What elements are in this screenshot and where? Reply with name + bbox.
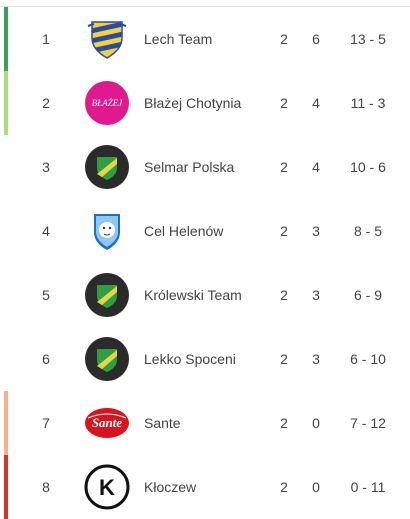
points-cell: 6 <box>312 31 320 47</box>
green-yellow-shield-icon <box>84 144 130 190</box>
points-cell: 3 <box>312 223 320 239</box>
team-name[interactable]: Kłoczew <box>144 479 197 495</box>
team-name[interactable]: Cel Helenów <box>144 223 224 239</box>
team-name[interactable]: Lech Team <box>144 31 213 47</box>
team-name[interactable]: Lekko Spoceni <box>144 351 236 367</box>
position-cell: 6 <box>42 351 50 367</box>
table-row[interactable]: 4 Cel Helenów 2 3 8 - 5 <box>0 199 410 263</box>
table-row[interactable]: 2 BŁAŻEJ Błażej Chotynia 2 4 11 - 3 <box>0 71 410 135</box>
green-yellow-shield-icon <box>84 336 130 382</box>
position-cell: 5 <box>42 287 50 303</box>
played-cell: 2 <box>280 415 288 431</box>
position-cell: 1 <box>42 31 50 47</box>
team-name[interactable]: Sante <box>144 415 181 431</box>
played-cell: 2 <box>280 31 288 47</box>
points-cell: 3 <box>312 351 320 367</box>
divider <box>0 6 410 7</box>
goals-cell: 7 - 12 <box>350 415 386 431</box>
logo-text: BŁAŻEJ <box>92 98 124 108</box>
points-cell: 3 <box>312 287 320 303</box>
relegation-indicator <box>4 391 8 455</box>
position-cell: 7 <box>42 415 50 431</box>
team-name[interactable]: Błażej Chotynia <box>144 95 242 111</box>
played-cell: 2 <box>280 479 288 495</box>
qualification-indicator <box>4 7 8 71</box>
goals-cell: 11 - 3 <box>350 95 386 111</box>
lion-crest-icon <box>84 208 130 254</box>
table-row[interactable]: 3 Selmar Polska 2 4 10 - 6 <box>0 135 410 199</box>
green-yellow-shield-icon <box>84 272 130 318</box>
played-cell: 2 <box>280 351 288 367</box>
points-cell: 4 <box>312 95 320 111</box>
sante-logo-icon: Sante <box>84 400 130 446</box>
table-row[interactable]: 7 Sante Sante 2 0 7 - 12 <box>0 391 410 455</box>
position-cell: 3 <box>42 159 50 175</box>
position-cell: 4 <box>42 223 50 239</box>
goals-cell: 10 - 6 <box>350 159 386 175</box>
table-row[interactable]: 5 Królewski Team 2 3 6 - 9 <box>0 263 410 327</box>
team-name[interactable]: Selmar Polska <box>144 159 235 175</box>
table-row[interactable]: 8 K Kłoczew 2 0 0 - 11 <box>0 455 410 519</box>
goals-cell: 13 - 5 <box>350 31 386 47</box>
points-cell: 0 <box>312 479 320 495</box>
position-cell: 8 <box>42 479 50 495</box>
played-cell: 2 <box>280 95 288 111</box>
logo-text: K <box>99 475 115 500</box>
goals-cell: 6 - 9 <box>353 287 382 303</box>
points-cell: 4 <box>312 159 320 175</box>
logo-text: Sante <box>92 415 123 430</box>
shield-blue-yellow-icon <box>84 16 130 62</box>
relegation-indicator <box>4 455 8 519</box>
position-cell: 2 <box>42 95 50 111</box>
k-logo-icon: K <box>84 464 130 510</box>
qualification-indicator <box>4 71 8 135</box>
goals-cell: 6 - 10 <box>350 351 386 367</box>
played-cell: 2 <box>280 159 288 175</box>
played-cell: 2 <box>280 223 288 239</box>
team-name[interactable]: Królewski Team <box>144 287 242 303</box>
table-row[interactable]: 1 Lech Team 2 6 13 - 5 <box>0 7 410 71</box>
goals-cell: 0 - 11 <box>350 479 386 495</box>
table-row[interactable]: 6 Lekko Spoceni 2 3 6 - 10 <box>0 327 410 391</box>
goals-cell: 8 - 5 <box>353 223 382 239</box>
pink-circle-blazej-icon: BŁAŻEJ <box>84 80 130 126</box>
played-cell: 2 <box>280 287 288 303</box>
points-cell: 0 <box>312 415 320 431</box>
